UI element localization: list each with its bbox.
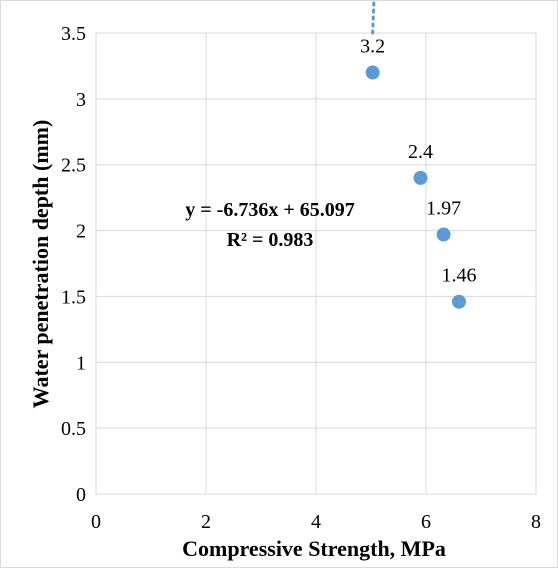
y-axis-title: Water penetration depth (mm) xyxy=(28,120,53,409)
data-point xyxy=(365,65,380,80)
x-tick-label: 0 xyxy=(91,511,101,533)
y-tick-label: 3 xyxy=(76,89,86,111)
x-tick-label: 4 xyxy=(311,511,321,533)
data-points xyxy=(365,65,466,309)
x-axis-title: Compressive Strength, MPa xyxy=(182,536,446,561)
data-point xyxy=(452,294,466,309)
x-tick-label: 2 xyxy=(201,511,211,533)
data-label: 1.97 xyxy=(426,198,461,220)
y-tick-label: 2.5 xyxy=(61,155,86,177)
tick-labels: 0 0.5 1 1.5 2 2.5 3 3.5 0 2 4 6 8 xyxy=(61,23,541,533)
data-labels: 3.2 2.4 1.97 1.46 xyxy=(360,36,476,287)
data-point xyxy=(413,170,428,185)
x-tick-label: 6 xyxy=(421,511,431,533)
y-tick-label: 1 xyxy=(76,352,86,374)
gridlines xyxy=(95,32,537,495)
y-tick-label: 2 xyxy=(76,221,86,243)
data-point xyxy=(436,227,451,242)
trendline-r-squared: R² = 0.983 xyxy=(227,229,314,251)
y-tick-label: 0.5 xyxy=(61,418,86,440)
trendline-layer xyxy=(371,1,376,35)
x-tick-label: 8 xyxy=(531,511,541,533)
y-tick-label: 3.5 xyxy=(61,23,86,45)
y-tick-label: 0 xyxy=(76,484,86,506)
data-label: 2.4 xyxy=(408,141,433,163)
data-label: 3.2 xyxy=(360,36,385,58)
data-label: 1.46 xyxy=(442,265,477,287)
linear-trendline xyxy=(371,1,376,35)
trendline-equation: y = -6.736x + 65.097 xyxy=(185,199,354,221)
y-tick-label: 1.5 xyxy=(61,286,86,308)
